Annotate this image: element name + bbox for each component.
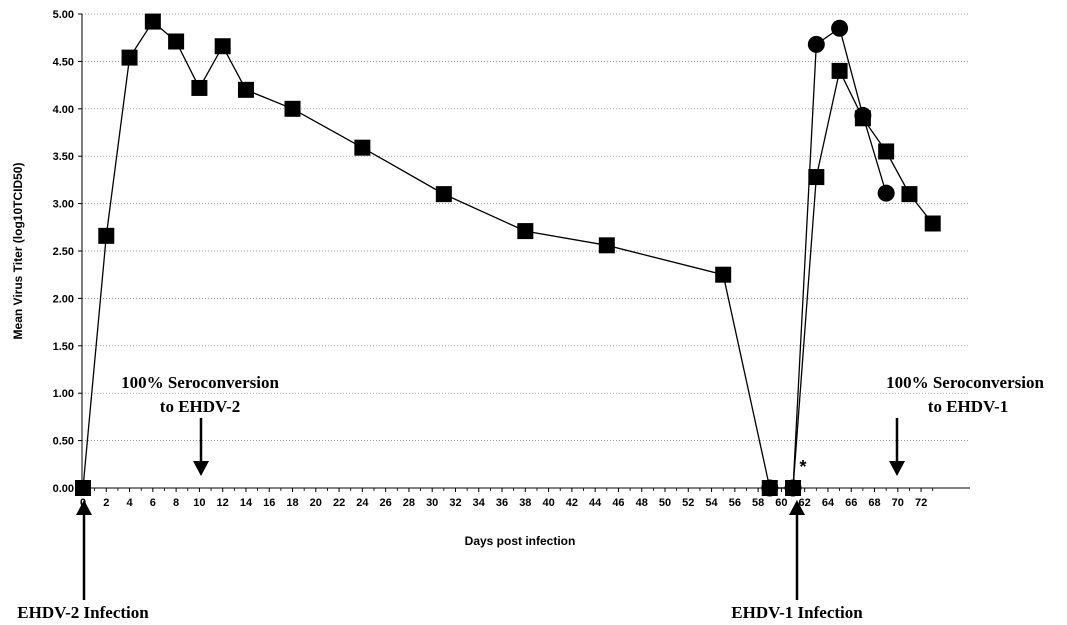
x-tick-label: 24 — [356, 497, 369, 509]
x-tick-label: 54 — [705, 497, 718, 509]
y-tick-label: 0.50 — [53, 436, 74, 448]
data-point-square — [715, 266, 732, 283]
y-axis-title: Mean Virus Titer (log10TCID50) — [11, 163, 25, 340]
data-point-square — [517, 223, 534, 240]
x-tick-label: 30 — [426, 497, 438, 509]
y-tick-label: 4.50 — [53, 56, 74, 68]
x-tick-label: 34 — [473, 497, 486, 509]
x-tick-label: 4 — [126, 497, 133, 509]
x-tick-label: 40 — [542, 497, 554, 509]
arrow-down-icon — [889, 461, 905, 476]
arrow-up-icon — [76, 500, 92, 515]
data-point-circle — [877, 184, 895, 202]
x-tick-label: 20 — [310, 497, 322, 509]
annotation-seroconversion-ehdv2-line2: to EHDV-2 — [160, 397, 240, 416]
y-tick-label: 3.00 — [53, 199, 74, 211]
x-tick-label: 66 — [845, 497, 857, 509]
x-tick-label: 14 — [240, 497, 253, 509]
x-tick-label: 16 — [263, 497, 275, 509]
y-tick-label: 0.00 — [53, 483, 74, 495]
annotations: 100% Seroconversion to EHDV-2 100% Seroc… — [17, 373, 1044, 622]
x-tick-label: 58 — [752, 497, 764, 509]
x-tick-label: 10 — [193, 497, 205, 509]
data-point-square — [121, 49, 138, 66]
x-tick-label: 44 — [589, 497, 602, 509]
y-tick-label: 2.00 — [53, 293, 74, 305]
data-point-square — [808, 169, 825, 186]
annotation-seroconversion-ehdv1-line2: to EHDV-1 — [928, 397, 1008, 416]
annotation-ehdv2-infection: EHDV-2 Infection — [17, 603, 149, 622]
data-point-square — [191, 79, 208, 96]
x-tick-label: 8 — [173, 497, 179, 509]
data-point-square — [144, 13, 161, 30]
x-tick-label: 72 — [915, 497, 927, 509]
asterisk-annotation: * — [799, 457, 806, 477]
y-tick-label: 2.50 — [53, 246, 74, 258]
data-point-square — [901, 186, 918, 203]
annotation-arrows — [76, 418, 905, 600]
axes — [81, 14, 970, 489]
annotation-seroconversion-ehdv2-line1: 100% Seroconversion — [121, 373, 279, 392]
x-tick-labels: 0246810121416182022242628303234363840424… — [80, 497, 927, 509]
x-tick-label: 62 — [799, 497, 811, 509]
y-tick-labels: 0.00 0.50 1.00 1.50 2.00 2.50 3.00 3.50 4.00 4.50… — [53, 9, 74, 495]
data-point-square — [214, 38, 231, 55]
x-tick-label: 42 — [566, 497, 578, 509]
data-point-square — [598, 237, 615, 254]
data-point-square — [237, 81, 254, 98]
series-markers — [75, 13, 941, 497]
x-tick-label: 70 — [892, 497, 904, 509]
series-line-circle — [769, 27, 887, 489]
x-tick-label: 36 — [496, 497, 508, 509]
data-point-square — [168, 33, 185, 50]
x-tick-label: 48 — [636, 497, 648, 509]
x-tick-label: 22 — [333, 497, 345, 509]
arrow-up-icon — [789, 500, 805, 515]
data-point-circle — [854, 106, 872, 124]
data-point-square — [284, 100, 301, 117]
data-point-square — [878, 143, 895, 160]
x-tick-label: 18 — [286, 497, 298, 509]
y-tick-label: 4.00 — [53, 104, 74, 116]
data-point-square — [98, 227, 115, 244]
x-tick-label: 52 — [682, 497, 694, 509]
y-tick-label: 5.00 — [53, 9, 74, 21]
x-tick-label: 56 — [729, 497, 741, 509]
x-tick-label: 68 — [868, 497, 880, 509]
data-point-circle — [807, 35, 825, 53]
x-tick-label: 26 — [380, 497, 392, 509]
x-tick-label: 50 — [659, 497, 671, 509]
gridlines — [78, 13, 970, 492]
data-point-circle — [761, 479, 779, 497]
x-tick-label: 12 — [217, 497, 229, 509]
x-tick-label: 46 — [612, 497, 624, 509]
x-tick-label: 38 — [519, 497, 531, 509]
y-tick-label: 3.50 — [53, 151, 74, 163]
y-tick-label: 1.00 — [53, 388, 74, 400]
x-tick-label: 28 — [403, 497, 415, 509]
x-tick-label: 2 — [103, 497, 109, 509]
data-point-square — [354, 139, 371, 156]
arrow-down-icon — [193, 461, 209, 476]
annotation-seroconversion-ehdv1-line1: 100% Seroconversion — [886, 373, 1044, 392]
data-point-square — [435, 186, 452, 203]
series-lines — [82, 20, 934, 489]
y-tick-label: 1.50 — [53, 341, 74, 353]
annotation-ehdv1-infection: EHDV-1 Infection — [731, 603, 863, 622]
data-point-square — [831, 62, 848, 79]
x-tick-label: 64 — [822, 497, 835, 509]
x-tick-label: 32 — [449, 497, 461, 509]
series-line-square — [82, 20, 934, 489]
data-point-square — [924, 215, 941, 232]
data-point-circle — [784, 479, 802, 497]
x-tick-label: 6 — [150, 497, 156, 509]
data-point-square — [75, 480, 91, 496]
x-tick-label: 60 — [775, 497, 787, 509]
data-point-circle — [831, 19, 849, 37]
x-axis-title: Days post infection — [465, 534, 576, 548]
